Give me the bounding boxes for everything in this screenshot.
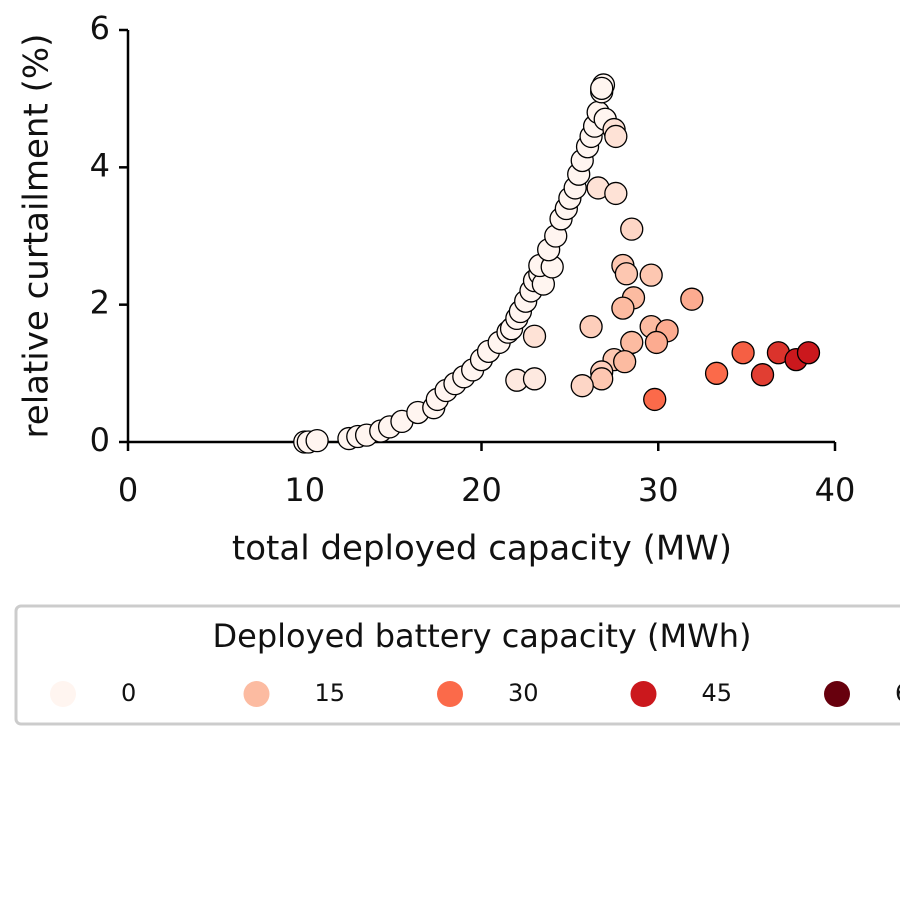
x-tick-label: 10 (284, 471, 325, 509)
x-axis-label: total deployed capacity (MW) (232, 529, 732, 569)
point (613, 350, 637, 374)
point (305, 428, 329, 453)
legend-label: 0 (121, 679, 136, 707)
legend-title: Deployed battery capacity (MWh) (213, 617, 752, 655)
point (644, 330, 669, 355)
x-tick-label: 30 (638, 471, 679, 509)
legend-label: 45 (702, 679, 733, 707)
point (522, 324, 547, 348)
point (639, 263, 663, 287)
point (604, 124, 628, 149)
y-tick-label: 4 (90, 146, 110, 184)
point (750, 363, 775, 387)
x-tick-label: 20 (461, 471, 502, 509)
point (522, 367, 547, 391)
point (579, 314, 603, 339)
x-tick-label: 40 (815, 471, 856, 509)
x-tick-label: 0 (118, 471, 138, 509)
point (570, 374, 594, 398)
y-tick-label: 0 (90, 421, 110, 459)
point (604, 181, 628, 206)
legend-marker (437, 681, 463, 707)
point (731, 341, 755, 365)
legend-marker (50, 681, 76, 707)
legend-marker (630, 681, 657, 707)
y-axis-label: relative curtailment (%) (17, 34, 57, 439)
y-tick-label: 2 (90, 284, 110, 322)
point (611, 296, 635, 320)
point (643, 387, 667, 412)
legend-label: 15 (315, 679, 346, 707)
legend-marker (824, 681, 850, 707)
y-tick-label: 6 (90, 9, 110, 47)
point (590, 76, 614, 101)
point (590, 367, 614, 391)
legend-label: 30 (508, 679, 539, 707)
legend-box (14, 604, 900, 726)
point (796, 341, 821, 365)
point (680, 287, 704, 311)
point (704, 361, 729, 385)
point (620, 217, 644, 241)
point (614, 262, 639, 286)
legend-marker (243, 681, 270, 707)
legend-label: 60 (895, 679, 900, 707)
